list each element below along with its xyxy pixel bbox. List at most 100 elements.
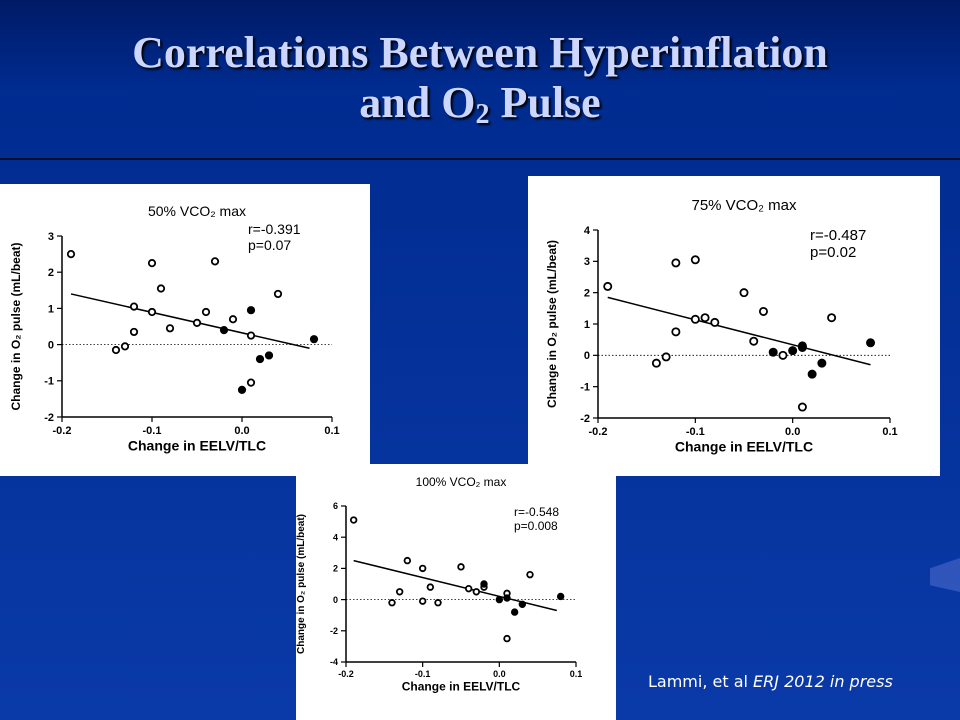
y-tick-label: -1 xyxy=(580,382,590,394)
data-point-filled xyxy=(480,580,488,588)
data-point-open xyxy=(758,306,768,316)
y-tick-label: 2 xyxy=(333,564,338,574)
data-point-open xyxy=(797,402,807,412)
data-point-filled xyxy=(788,346,798,356)
y-tick-label: 1 xyxy=(48,303,54,315)
data-point-open xyxy=(201,307,211,317)
regression-line xyxy=(70,293,310,349)
decorative-shape xyxy=(930,558,960,592)
x-tick-label: 0.0 xyxy=(234,425,249,437)
y-tick-label: 2 xyxy=(584,288,590,300)
data-point-filled xyxy=(264,351,274,360)
y-tick-label: 6 xyxy=(333,501,338,511)
x-tick-label: 0.0 xyxy=(785,426,800,438)
data-point-open xyxy=(700,313,710,323)
data-point-open xyxy=(403,556,412,565)
data-point-open xyxy=(66,250,76,259)
x-tick-label: 0.0 xyxy=(493,669,506,679)
data-point-filled xyxy=(237,385,247,394)
x-tick-label: -0.2 xyxy=(53,425,72,437)
data-point-open xyxy=(503,634,511,643)
data-point-open xyxy=(228,315,238,324)
x-axis-label: Change in EELV/TLC xyxy=(128,437,266,453)
y-axis-label: Change in O₂ pulse (mL/beat) xyxy=(9,242,23,410)
chart-title: 100% VCO₂ max xyxy=(416,475,507,489)
x-tick-label: 0.1 xyxy=(570,669,583,679)
data-point-filled xyxy=(866,338,876,348)
y-tick-label: 0 xyxy=(48,339,54,351)
data-point-filled xyxy=(807,369,817,379)
data-point-open xyxy=(147,259,157,268)
data-point-open xyxy=(472,588,481,596)
data-point-open xyxy=(526,570,534,579)
data-point-filled xyxy=(817,358,827,368)
data-point-open xyxy=(349,516,358,524)
data-point-filled xyxy=(255,354,265,364)
data-point-open xyxy=(418,564,427,573)
stat-annotation: r=-0.548 xyxy=(514,505,559,519)
data-point-open xyxy=(395,588,404,596)
stat-annotation: p=0.008 xyxy=(514,519,558,533)
data-point-open xyxy=(739,288,749,298)
data-point-open xyxy=(671,327,681,337)
data-point-open xyxy=(690,255,700,265)
data-point-open xyxy=(778,350,788,360)
citation: Lammi, et al ERJ 2012 in press xyxy=(648,672,893,691)
data-point-filled xyxy=(495,595,504,604)
x-tick-label: -0.1 xyxy=(415,669,431,679)
data-point-open xyxy=(457,563,465,571)
x-tick-label: -0.2 xyxy=(589,426,608,438)
data-point-open xyxy=(210,257,220,266)
data-point-filled xyxy=(797,341,807,351)
data-point-filled xyxy=(246,306,256,315)
y-tick-label: 0 xyxy=(584,350,590,362)
data-point-open xyxy=(827,313,837,323)
data-point-open xyxy=(129,327,139,337)
data-point-open xyxy=(120,342,130,351)
data-point-filled xyxy=(503,594,511,602)
y-tick-label: -4 xyxy=(330,657,338,667)
data-point-open xyxy=(749,336,759,346)
y-tick-label: 4 xyxy=(584,225,591,237)
data-point-open xyxy=(129,302,139,311)
data-point-open xyxy=(388,599,396,607)
x-axis-label: Change in EELV/TLC xyxy=(675,438,813,454)
stat-annotation: p=0.02 xyxy=(810,244,856,261)
data-point-open xyxy=(710,317,720,327)
slide-title: Correlations Between Hyperinflation and … xyxy=(0,28,960,140)
regression-line xyxy=(353,559,558,612)
data-point-open xyxy=(147,307,157,317)
stat-annotation: p=0.07 xyxy=(248,237,291,253)
x-tick-label: 0.1 xyxy=(882,426,897,438)
chart-50-vco2: 50% VCO₂ max -2 -1 0 1 2 3 -0.2 -0.1 0.0 0.1 Change… xyxy=(9,203,340,453)
y-tick-label: -2 xyxy=(330,626,338,636)
citation-journal: ERJ 2012 in press xyxy=(753,672,893,691)
chart-panel-75: 75% VCO₂ max -2 -1 0 1 2 3 4 -0.2 -0.1 0.0 0.1 Chang… xyxy=(528,176,940,476)
data-point-open xyxy=(418,597,427,605)
title-divider xyxy=(0,158,960,160)
y-tick-label: 1 xyxy=(584,319,590,331)
chart-panel-100: 100% VCO₂ max -4 -2 0 2 4 6 -0.2 -0.1 0.0 0.1 Chang… xyxy=(296,464,616,720)
data-point-open xyxy=(651,358,661,368)
data-point-open xyxy=(246,378,256,387)
data-point-open xyxy=(603,281,613,291)
chart-75-vco2: 75% VCO₂ max -2 -1 0 1 2 3 4 -0.2 -0.1 0.0 0.1 Chang… xyxy=(545,197,898,454)
y-axis-label: Change in O₂ pulse (mL/beat) xyxy=(296,514,307,654)
data-point-open xyxy=(661,352,671,362)
data-point-open xyxy=(671,258,681,268)
data-point-open xyxy=(464,584,473,593)
y-tick-label: -1 xyxy=(44,376,54,388)
data-point-open xyxy=(192,318,202,327)
x-tick-label: -0.2 xyxy=(338,669,354,679)
stat-annotation: r=-0.391 xyxy=(248,221,301,237)
x-tick-label: 0.1 xyxy=(324,425,339,437)
chart-title: 50% VCO₂ max xyxy=(148,203,246,219)
title-line-2: and O2 Pulse xyxy=(359,78,601,130)
stat-annotation: r=-0.487 xyxy=(810,227,866,244)
x-tick-label: -0.1 xyxy=(143,425,162,437)
data-point-filled xyxy=(309,335,319,344)
data-point-filled xyxy=(768,347,778,357)
chart-panel-50: 50% VCO₂ max -2 -1 0 1 2 3 -0.2 -0.1 0.0 0.1 Change… xyxy=(0,184,370,476)
chart-100-vco2: 100% VCO₂ max -4 -2 0 2 4 6 -0.2 -0.1 0.0 0.1 Chang… xyxy=(296,475,583,694)
data-point-open xyxy=(426,583,435,591)
